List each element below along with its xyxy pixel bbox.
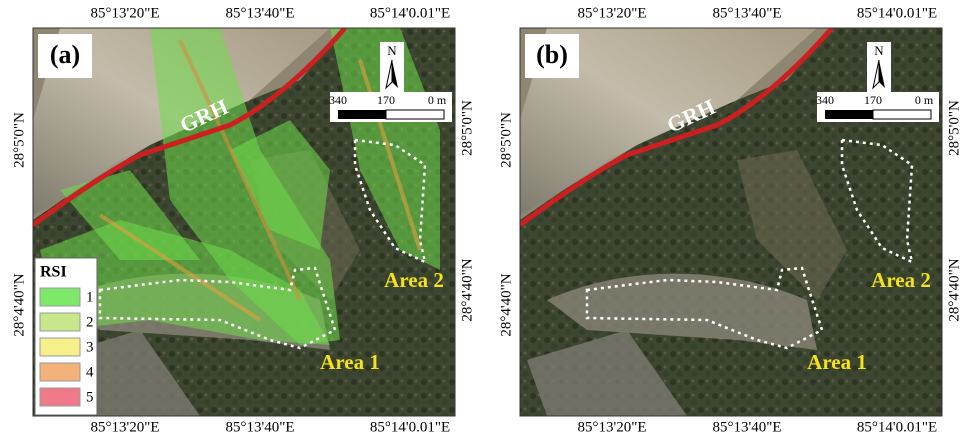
rsi-overlay xyxy=(330,28,440,270)
lat-label: 28°5'0"N xyxy=(11,112,27,168)
debris-slope xyxy=(527,330,687,416)
scale-label: 340 xyxy=(329,93,347,107)
scale-label: 170 xyxy=(864,93,882,107)
lon-label: 85°14'0.01"E xyxy=(857,419,937,435)
legend-label: 3 xyxy=(86,339,94,355)
legend-label: 4 xyxy=(86,364,94,380)
lon-label: 85°13'40"E xyxy=(226,419,295,435)
map-frame xyxy=(519,27,943,417)
lon-label: 85°13'20"E xyxy=(91,5,160,21)
slope-ridge xyxy=(737,150,847,300)
scale-label: 0 m xyxy=(915,93,934,107)
north-label: N xyxy=(387,43,397,58)
riverbed xyxy=(520,28,817,215)
legend-label: 1 xyxy=(86,289,94,305)
lat-label: 28°5'0"N xyxy=(946,100,962,156)
lon-label: 85°13'40"E xyxy=(713,5,782,21)
lat-label: 28°4'40"N xyxy=(11,273,27,336)
scale-bar xyxy=(872,109,932,120)
lon-label: 85°13'40"E xyxy=(226,5,295,21)
lon-label: 85°13'20"E xyxy=(91,419,160,435)
scale-label: 340 xyxy=(816,93,834,107)
area-label: Area 1 xyxy=(807,350,867,374)
lon-label: 85°13'40"E xyxy=(713,419,782,435)
legend-swatch xyxy=(39,312,81,332)
scale-bar xyxy=(338,110,386,119)
area-outline xyxy=(585,266,824,350)
north-arrow xyxy=(392,60,398,88)
lat-label: 28°5'0"N xyxy=(498,112,514,168)
rsi-streak xyxy=(178,39,302,301)
legend-title: RSI xyxy=(40,264,67,281)
lat-label: 28°4'40"N xyxy=(946,258,962,321)
rsi-overlay xyxy=(60,170,200,260)
panel-label: (b) xyxy=(536,40,568,69)
rsi-streak xyxy=(98,213,262,322)
lat-label: 28°4'40"N xyxy=(498,273,514,336)
scale-bar xyxy=(385,109,445,120)
panel-label: (a) xyxy=(50,40,80,69)
rsi-streak xyxy=(358,59,422,251)
road xyxy=(33,28,347,228)
map-frame xyxy=(32,27,456,417)
area-outline xyxy=(98,266,337,350)
lon-label: 85°14'0.01"E xyxy=(370,5,450,21)
scale-bar xyxy=(825,110,873,119)
debris-slope xyxy=(547,273,817,350)
area-label: Area 2 xyxy=(384,268,444,292)
lon-label: 85°14'0.01"E xyxy=(857,5,937,21)
north-label: N xyxy=(874,43,884,58)
lon-label: 85°13'20"E xyxy=(578,5,647,21)
legend-label: 2 xyxy=(86,314,94,330)
panel-label-box xyxy=(525,34,579,78)
lat-label: 28°4'40"N xyxy=(459,258,475,321)
map-image xyxy=(520,28,942,416)
scale-label: 170 xyxy=(377,93,395,107)
road xyxy=(520,28,834,228)
legend-label: 5 xyxy=(86,389,94,405)
scale-label: 0 m xyxy=(428,93,447,107)
panel-label-box xyxy=(38,34,92,78)
legend-swatch xyxy=(39,362,81,382)
area-label: Area 1 xyxy=(320,350,380,374)
legend-swatch xyxy=(39,287,81,307)
area-label: Area 2 xyxy=(871,268,931,292)
legend-swatch xyxy=(39,387,81,407)
rsi-overlay xyxy=(230,120,330,250)
lon-label: 85°13'20"E xyxy=(578,419,647,435)
lon-label: 85°14'0.01"E xyxy=(370,419,450,435)
north-arrow xyxy=(879,60,885,88)
rsi-overlay xyxy=(150,28,340,345)
legend-swatch xyxy=(39,337,81,357)
lat-label: 28°5'0"N xyxy=(459,100,475,156)
